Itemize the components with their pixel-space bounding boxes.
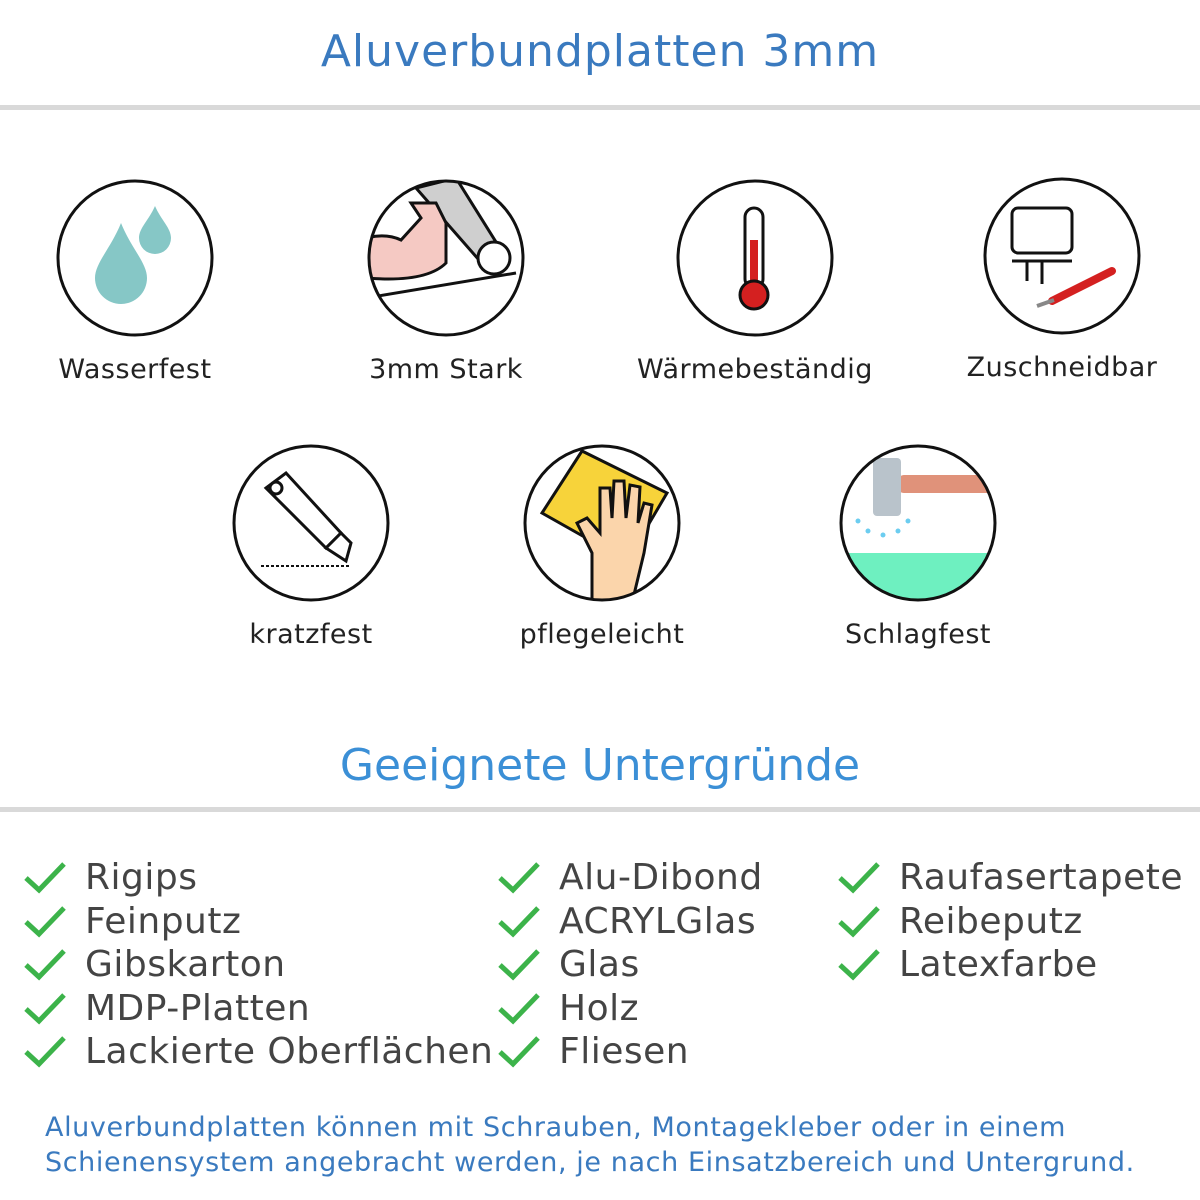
water-drops-icon: [56, 179, 214, 337]
surface-label: Reibeputz: [899, 900, 1083, 942]
feature-wasserfest: Wasserfest: [0, 178, 285, 385]
feature-3mm-stark: 3mm Stark: [296, 178, 596, 385]
feature-label: pflegeleicht: [519, 619, 685, 650]
checkmark-icon: [24, 949, 66, 981]
jigsaw-icon: [983, 177, 1141, 335]
feature-label: 3mm Stark: [369, 354, 523, 385]
checkmark-icon: [24, 906, 66, 938]
surface-item: Fliesen: [497, 1029, 689, 1073]
cutter-knife-icon: [232, 444, 390, 602]
surface-item: Alu-Dibond: [497, 855, 763, 899]
surface-label: Raufasertapete: [899, 856, 1183, 898]
checkmark-icon: [838, 949, 880, 981]
footer-line: Aluverbundplatten können mit Schrauben, …: [45, 1112, 1066, 1143]
surface-label: Gibskarton: [85, 943, 286, 985]
surface-label: Feinputz: [85, 900, 242, 942]
surface-item: Holz: [497, 986, 639, 1030]
divider: [0, 105, 1200, 110]
surface-item: Feinputz: [23, 899, 241, 943]
feature-zuschneidbar: Zuschneidbar: [912, 176, 1200, 383]
feature-label: kratzfest: [249, 619, 373, 650]
surface-item: Glas: [497, 942, 640, 986]
surface-item: Latexfarbe: [837, 942, 1098, 986]
feature-waermebestaendig: Wärmebeständig: [605, 178, 905, 385]
feature-kratzfest: kratzfest: [161, 443, 461, 650]
section-title: Geeignete Untergründe: [339, 740, 861, 791]
surface-item: Reibeputz: [837, 899, 1083, 943]
checkmark-icon: [838, 862, 880, 894]
surface-label: Holz: [559, 987, 639, 1029]
footer-line: Schienensystem angebracht werden, je nac…: [45, 1147, 1135, 1178]
checkmark-icon: [838, 906, 880, 938]
checkmark-icon: [24, 993, 66, 1025]
surface-item: Gibskarton: [23, 942, 286, 986]
surface-label: Alu-Dibond: [559, 856, 763, 898]
feature-schlagfest: Schlagfest: [768, 443, 1068, 650]
surface-label: Fliesen: [559, 1030, 690, 1072]
checkmark-icon: [24, 862, 66, 894]
feature-label: Wasserfest: [58, 354, 212, 385]
footer-note: Aluverbundplatten können mit Schrauben, …: [45, 1110, 1135, 1180]
divider: [0, 807, 1200, 812]
surface-label: ACRYLGlas: [559, 900, 757, 942]
checkmark-icon: [498, 1036, 540, 1068]
checkmark-icon: [498, 993, 540, 1025]
surface-item: Raufasertapete: [837, 855, 1183, 899]
feature-label: Schlagfest: [844, 619, 992, 650]
feature-label: Wärmebeständig: [637, 354, 873, 385]
surface-item: Rigips: [23, 855, 197, 899]
surface-label: Rigips: [85, 856, 198, 898]
feature-pflegeleicht: pflegeleicht: [452, 443, 752, 650]
checkmark-icon: [498, 862, 540, 894]
page-title: Aluverbundplatten 3mm: [320, 26, 880, 77]
surface-label: Lackierte Oberflächen: [85, 1030, 494, 1072]
thermometer-icon: [676, 179, 834, 337]
checkmark-icon: [498, 906, 540, 938]
surface-label: MDP-Platten: [85, 987, 311, 1029]
cleaning-hand-icon: [523, 444, 681, 602]
surface-label: Latexfarbe: [899, 943, 1098, 985]
surface-item: Lackierte Oberflächen: [23, 1029, 493, 1073]
surface-label: Glas: [559, 943, 640, 985]
strong-arm-icon: [367, 179, 525, 337]
checkmark-icon: [24, 1036, 66, 1068]
checkmark-icon: [498, 949, 540, 981]
surface-item: ACRYLGlas: [497, 899, 756, 943]
hammer-icon: [839, 444, 997, 602]
surface-item: MDP-Platten: [23, 986, 310, 1030]
feature-label: Zuschneidbar: [966, 352, 1158, 383]
